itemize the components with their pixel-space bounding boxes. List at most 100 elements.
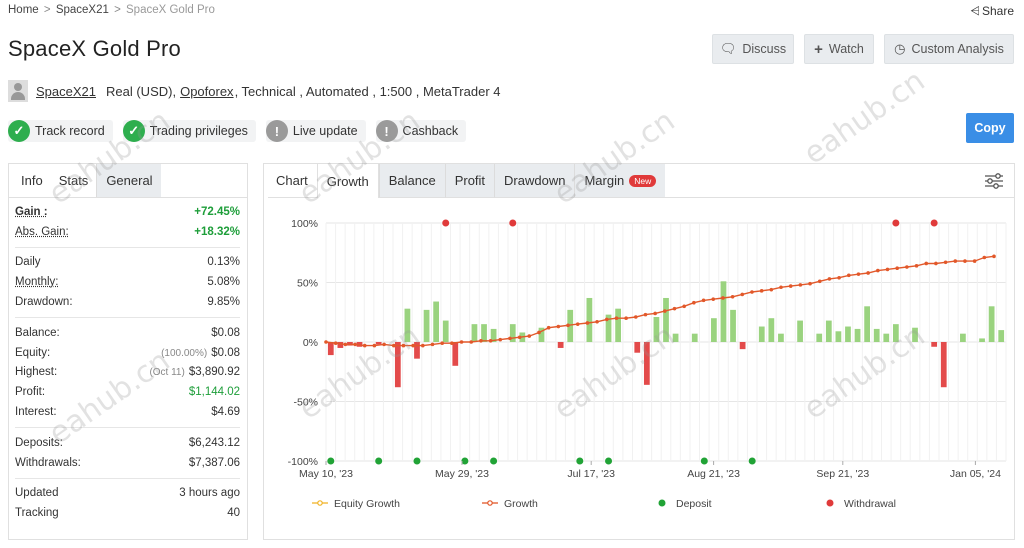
broker-link[interactable]: Opoforex [180, 83, 234, 99]
growth-point [343, 342, 348, 347]
legend-marker [487, 500, 493, 506]
watermark: eahub.cn [797, 63, 932, 172]
drawdown-label: Drawdown: [15, 296, 73, 309]
profit-bar [883, 333, 890, 342]
tab-margin-label: Margin [584, 173, 625, 188]
growth-point [566, 323, 570, 328]
copy-button[interactable]: Copy [966, 113, 1014, 143]
deposits-value: $6,243.12 [188, 436, 240, 449]
withdrawal-marker [892, 219, 900, 227]
equity-label: Equity: [15, 346, 51, 359]
profit-bar [758, 326, 765, 342]
growth-point [692, 300, 696, 305]
equity-percent: (100.00%) [161, 347, 208, 359]
growth-point [905, 265, 909, 269]
profit-bar [481, 324, 487, 342]
tab-growth[interactable]: Growth [316, 164, 379, 198]
x-tick-label: Sep 21, '23 [816, 468, 869, 480]
growth-point [856, 272, 861, 276]
tabs-filler [665, 164, 1014, 198]
growth-point [459, 340, 464, 344]
breadcrumb-home[interactable]: Home [8, 4, 39, 16]
growth-point [769, 287, 774, 292]
deposit-marker [490, 457, 498, 465]
breadcrumb-parent[interactable]: SpaceX21 [55, 4, 109, 16]
growth-point [421, 343, 425, 348]
deposit-marker [327, 457, 335, 465]
tab-profit[interactable]: Profit [444, 164, 495, 198]
profit-label: Profit: [15, 386, 46, 399]
growth-point [953, 259, 958, 263]
abs-gain-value: +18.32% [194, 225, 240, 238]
deposit-marker [605, 457, 613, 465]
interest-label: Interest: [15, 406, 57, 419]
clock-icon: ◷ [894, 41, 906, 56]
growth-point [682, 304, 687, 309]
growth-point [411, 343, 415, 348]
profit-bar [490, 328, 497, 342]
profit-bar [998, 330, 1005, 342]
growth-point [372, 343, 377, 348]
growth-point [663, 309, 667, 313]
owner-link[interactable]: SpaceX21 [36, 83, 96, 99]
deposits-label: Deposits: [15, 436, 63, 449]
abs-gain-label[interactable]: Abs. Gain: [15, 225, 69, 238]
share-button[interactable]: ⩤ Share [970, 4, 1014, 19]
growth-point [895, 266, 899, 271]
profit-bar [404, 308, 411, 342]
chart-settings-icon[interactable] [984, 171, 1004, 191]
updated-label: Updated [15, 487, 59, 500]
gain-value: +72.45% [194, 205, 240, 218]
loss-bar [739, 342, 746, 350]
growth-point [575, 322, 580, 326]
growth-point [537, 330, 541, 335]
legend-marker [826, 499, 834, 507]
growth-point [391, 343, 396, 348]
withdrawals-value: $7,387.06 [188, 456, 240, 469]
growth-point [604, 317, 609, 322]
profit-bar [892, 324, 899, 342]
growth-point [972, 259, 977, 263]
profit-bar [672, 333, 679, 342]
system-details: , Technical , Automated , 1:500 , MetaTr… [234, 83, 501, 99]
profit-bar [854, 328, 861, 342]
tab-balance[interactable]: Balance [378, 164, 445, 198]
badge-label: Trading privileges [149, 124, 248, 138]
badge-trading-privileges: ✓ Trading privileges [122, 120, 256, 142]
profit-bar [960, 333, 966, 342]
discuss-button[interactable]: 🗨 Discuss [712, 34, 794, 64]
growth-point [488, 339, 493, 343]
tab-info[interactable]: Info [21, 173, 43, 188]
breadcrumb-current: SpaceX Gold Pro [126, 4, 215, 16]
growth-point [740, 292, 745, 297]
withdrawals-label: Withdrawals: [15, 456, 81, 469]
growth-point [924, 261, 929, 266]
highest-date: (Oct 11) [149, 367, 185, 379]
stats-list: Gain : +72.45% Abs. Gain: +18.32% Daily 0.1… [9, 198, 247, 523]
tab-margin[interactable]: Margin New [574, 164, 666, 198]
x-tick-label: Jan 05, '24 [950, 468, 1001, 480]
breadcrumb: Home > SpaceX21 > SpaceX Gold Pro [8, 4, 215, 16]
loss-bar [375, 342, 382, 345]
growth-point [963, 259, 967, 263]
watch-button[interactable]: + Watch [804, 34, 874, 64]
withdrawal-marker [442, 219, 450, 227]
tracking-label: Tracking [15, 507, 59, 520]
custom-analysis-button[interactable]: ◷ Custom Analysis [884, 34, 1014, 64]
withdrawal-marker [930, 219, 938, 227]
loss-bar [394, 342, 401, 388]
tab-general[interactable]: General [96, 164, 161, 197]
tab-drawdown[interactable]: Drawdown [494, 164, 575, 198]
tab-chart[interactable]: Chart [268, 164, 317, 198]
breadcrumb-separator: > [43, 4, 51, 16]
legend-marker [317, 500, 323, 506]
tab-stats[interactable]: Stats [58, 173, 89, 188]
badge-label: Cashback [402, 124, 459, 138]
badge-label: Track record [35, 124, 105, 138]
badge-label: Live update [292, 124, 358, 138]
y-tick-label: 50% [297, 278, 318, 290]
profit-bar [988, 306, 995, 342]
profit-bar [567, 309, 574, 342]
gain-label[interactable]: Gain : [15, 205, 48, 218]
monthly-label[interactable]: Monthly: [15, 276, 59, 289]
